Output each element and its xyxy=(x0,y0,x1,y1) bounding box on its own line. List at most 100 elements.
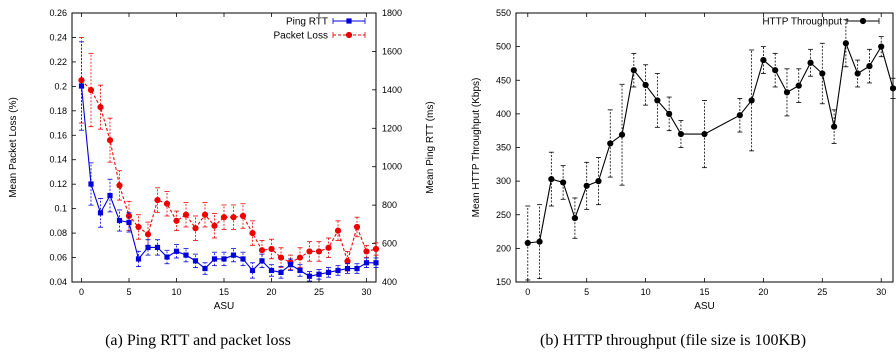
data-point xyxy=(107,192,113,199)
y-tick-label: 150 xyxy=(496,277,511,287)
y-tick-label: 250 xyxy=(496,210,511,220)
x-tick-label: 30 xyxy=(361,287,371,297)
data-point xyxy=(145,244,151,251)
data-point xyxy=(748,97,755,104)
legend-label-0: Ping RTT xyxy=(286,17,328,28)
data-point xyxy=(268,245,275,253)
y-tick-label: 0.2 xyxy=(54,81,67,91)
data-point xyxy=(666,110,673,117)
data-point xyxy=(240,256,246,262)
y-axis-label: Mean Packet Loss (%) xyxy=(8,97,19,198)
data-point xyxy=(701,130,708,138)
data-point xyxy=(135,256,142,262)
data-point xyxy=(630,67,637,74)
data-point xyxy=(607,140,614,147)
chart-b: 0 5 10 15 20 25 30 ASU 150 200 250 300 350 400 450 500 5… xyxy=(471,8,896,312)
y2-tick-label: 1000 xyxy=(382,162,402,172)
y-tick-label: 0.1 xyxy=(54,204,67,214)
data-point xyxy=(202,265,208,272)
y-axis-label: Mean HTTP Throughput (Kbps) xyxy=(471,78,482,218)
data-point xyxy=(642,81,649,89)
data-point xyxy=(211,222,218,229)
legend-marker-0 xyxy=(859,17,867,25)
data-point xyxy=(154,196,161,204)
data-point xyxy=(78,83,85,89)
data-point xyxy=(278,269,284,275)
data-point xyxy=(760,56,767,64)
caption-b: (b) HTTP throughput (file size is 100KB) xyxy=(540,332,806,349)
x-tick-label: 30 xyxy=(876,287,886,297)
data-point xyxy=(548,176,555,183)
data-point xyxy=(618,131,626,138)
y2-tick-label: 1200 xyxy=(382,123,402,133)
y-tick-label: 0.22 xyxy=(49,57,67,67)
data-point xyxy=(344,258,351,265)
data-point xyxy=(126,219,132,226)
data-point xyxy=(807,59,814,66)
series-line-0 xyxy=(80,85,376,277)
data-point xyxy=(878,43,885,50)
data-point xyxy=(230,252,237,258)
data-point xyxy=(97,104,104,111)
data-point xyxy=(97,210,104,216)
data-point xyxy=(192,225,199,232)
y2-axis-label: Mean Ping RTT (ms) xyxy=(425,101,436,193)
y2-tick-label: 600 xyxy=(382,239,397,249)
x-tick-label: 5 xyxy=(584,287,589,297)
data-point xyxy=(296,254,304,261)
data-point xyxy=(344,265,351,272)
data-point xyxy=(595,178,602,185)
x-tick-label: 25 xyxy=(817,287,827,297)
data-point xyxy=(325,244,332,251)
data-point xyxy=(677,130,685,138)
x-axis-label: ASU xyxy=(214,301,235,312)
y-tick-label: 200 xyxy=(496,243,511,253)
data-point xyxy=(249,229,256,237)
data-point xyxy=(795,82,802,89)
data-point xyxy=(560,179,567,186)
x-axis-label: ASU xyxy=(694,301,715,312)
data-point xyxy=(220,214,228,221)
data-point xyxy=(125,212,133,220)
data-point xyxy=(135,223,142,231)
data-point xyxy=(334,227,342,234)
data-point xyxy=(87,86,95,94)
data-point xyxy=(230,214,237,221)
legend-marker-1 xyxy=(345,31,353,39)
data-point xyxy=(830,123,838,130)
data-point xyxy=(144,231,152,238)
y-tick-label: 0.18 xyxy=(49,106,67,116)
data-point xyxy=(854,70,861,77)
y-tick-label: 350 xyxy=(496,143,511,153)
data-point xyxy=(866,63,873,70)
data-point xyxy=(183,252,189,258)
y-tick-label: 0.04 xyxy=(49,277,67,287)
y-tick-label: 500 xyxy=(496,42,511,52)
y-tick-label: 0.12 xyxy=(49,179,67,189)
y-tick-label: 0.14 xyxy=(49,155,67,165)
data-point xyxy=(277,254,285,261)
y-tick-label: 550 xyxy=(496,8,511,18)
data-point xyxy=(163,200,171,207)
y-tick-label: 0.24 xyxy=(49,32,67,42)
y2-tick-label: 1800 xyxy=(382,8,402,18)
x-tick-label: 0 xyxy=(525,287,530,297)
x-tick-label: 10 xyxy=(641,287,651,297)
data-point xyxy=(363,248,370,255)
x-tick-label: 5 xyxy=(126,287,131,297)
chart-a: 0 5 10 15 20 25 30 ASU 0.04 0.06 0.08 0.1 0.12 0.14 0.… xyxy=(8,8,436,312)
data-point xyxy=(353,223,361,231)
data-point xyxy=(116,182,123,189)
data-point xyxy=(315,248,323,255)
data-point xyxy=(536,238,543,245)
data-point xyxy=(154,244,161,251)
legend-marker-0 xyxy=(346,18,352,24)
plot-frame xyxy=(71,12,377,283)
data-point xyxy=(654,97,661,104)
data-point xyxy=(201,211,209,218)
data-point xyxy=(106,137,114,144)
data-point xyxy=(173,217,180,224)
data-point xyxy=(88,181,94,187)
data-point xyxy=(583,182,590,189)
series-line-0 xyxy=(527,41,894,244)
